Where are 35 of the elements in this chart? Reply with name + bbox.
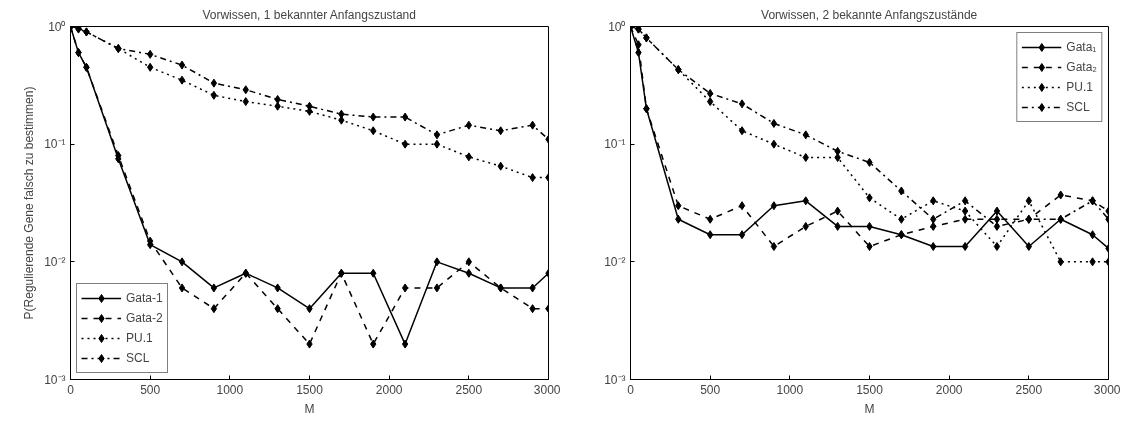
y-tick-label: 10⁻² bbox=[44, 254, 66, 269]
y-tick-label: 10⁰ bbox=[608, 19, 626, 34]
chart-title: Vorwissen, 1 bekannter Anfangszustand bbox=[202, 7, 416, 22]
x-tick-label: 3000 bbox=[1093, 382, 1121, 397]
x-tick-label: 1000 bbox=[776, 382, 804, 397]
x-tick-label: 0 bbox=[67, 382, 75, 397]
x-tick-label: 1500 bbox=[856, 382, 884, 397]
chart-title: Vorwissen, 2 bekannte Anfangszustände bbox=[761, 7, 978, 22]
x-tick-label: 500 bbox=[140, 382, 161, 397]
x-tick-label: 500 bbox=[700, 382, 721, 397]
x-tick-label: 2000 bbox=[375, 382, 403, 397]
y-tick-label: 10⁻² bbox=[604, 254, 626, 269]
legend-label: Gata₁ bbox=[1066, 40, 1097, 54]
y-axis-title: P(Regulierende Gene falsch zu bestimmen) bbox=[22, 86, 37, 320]
y-tick-label: 10⁻³ bbox=[604, 372, 626, 387]
y-tick-label: 10⁻¹ bbox=[44, 137, 66, 152]
x-axis-title: M bbox=[304, 401, 315, 416]
y-tick-label: 10⁻¹ bbox=[604, 137, 626, 152]
x-tick-label: 1000 bbox=[216, 382, 244, 397]
x-tick-label: 1500 bbox=[296, 382, 324, 397]
legend-label: PU.1 bbox=[1066, 80, 1093, 94]
x-tick-label: 0 bbox=[627, 382, 635, 397]
legend-label: Gata-2 bbox=[126, 311, 163, 325]
y-tick-label: 10⁰ bbox=[48, 19, 66, 34]
x-tick-label: 3000 bbox=[533, 382, 561, 397]
x-axis-title: M bbox=[864, 401, 875, 416]
legend-label: SCL bbox=[126, 351, 150, 365]
x-tick-label: 2000 bbox=[935, 382, 963, 397]
legend-label: PU.1 bbox=[126, 331, 153, 345]
legend-label: SCL bbox=[1066, 100, 1090, 114]
legend-label: Gata₂ bbox=[1066, 60, 1097, 74]
x-tick-label: 2500 bbox=[455, 382, 483, 397]
y-tick-label: 10⁻³ bbox=[44, 372, 66, 387]
legend-label: Gata-1 bbox=[126, 291, 163, 305]
x-tick-label: 2500 bbox=[1015, 382, 1043, 397]
